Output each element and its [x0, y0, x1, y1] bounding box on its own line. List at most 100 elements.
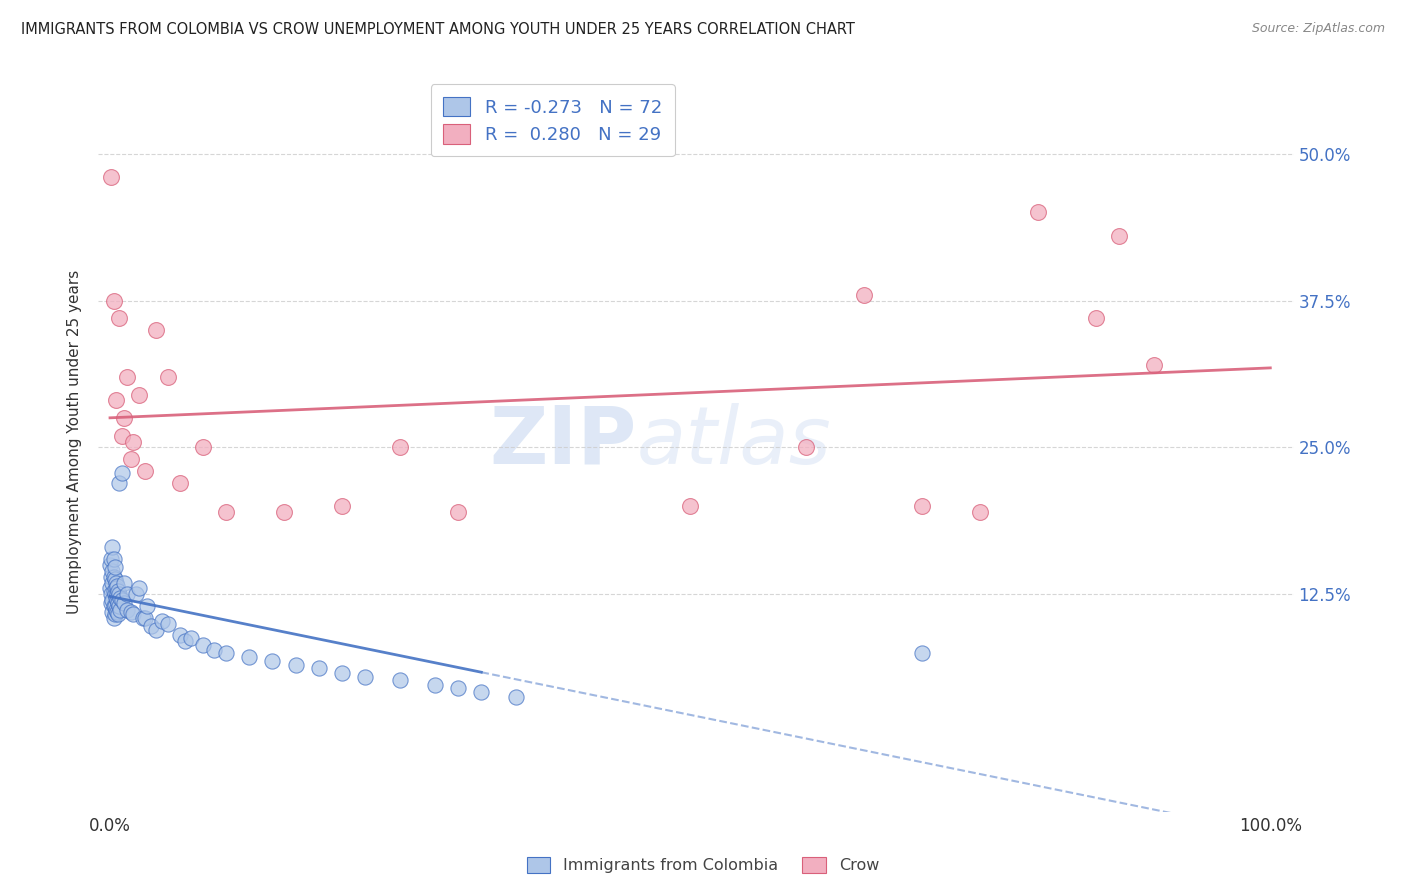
- Point: [105, 593, 128, 607]
- Point: [104, 393, 127, 408]
- Point: [157, 370, 180, 384]
- Point: [111, 428, 134, 442]
- Point: [139, 619, 162, 633]
- Y-axis label: Unemployment Among Youth under 25 years: Unemployment Among Youth under 25 years: [67, 269, 83, 614]
- Point: [447, 505, 470, 519]
- Point: [169, 628, 191, 642]
- Point: [107, 583, 129, 598]
- Point: [117, 602, 139, 616]
- Point: [262, 654, 284, 668]
- Point: [157, 616, 180, 631]
- Point: [1143, 358, 1166, 372]
- Point: [150, 615, 173, 629]
- Point: [122, 434, 145, 449]
- Point: [104, 591, 127, 605]
- Point: [100, 170, 122, 185]
- Point: [1108, 228, 1130, 243]
- Point: [108, 599, 131, 613]
- Point: [104, 587, 127, 601]
- Point: [112, 595, 135, 609]
- Point: [105, 579, 128, 593]
- Point: [112, 411, 135, 425]
- Point: [853, 287, 876, 301]
- Point: [174, 634, 197, 648]
- Point: [105, 587, 128, 601]
- Point: [134, 464, 156, 478]
- Point: [104, 602, 127, 616]
- Point: [104, 575, 127, 590]
- Point: [180, 631, 202, 645]
- Point: [111, 467, 134, 481]
- Point: [969, 505, 991, 519]
- Point: [389, 673, 412, 687]
- Point: [794, 441, 817, 455]
- Point: [215, 646, 238, 660]
- Point: [103, 583, 125, 598]
- Point: [103, 293, 125, 308]
- Point: [145, 323, 167, 337]
- Point: [108, 311, 131, 326]
- Text: IMMIGRANTS FROM COLOMBIA VS CROW UNEMPLOYMENT AMONG YOUTH UNDER 25 YEARS CORRELA: IMMIGRANTS FROM COLOMBIA VS CROW UNEMPLO…: [21, 22, 855, 37]
- Point: [308, 661, 330, 675]
- Legend: R = -0.273   N = 72, R =  0.280   N = 29: R = -0.273 N = 72, R = 0.280 N = 29: [430, 84, 675, 156]
- Point: [105, 605, 128, 619]
- Point: [273, 505, 295, 519]
- Point: [108, 587, 131, 601]
- Point: [100, 552, 122, 566]
- Point: [136, 599, 159, 613]
- Point: [238, 649, 260, 664]
- Point: [104, 560, 127, 574]
- Point: [100, 587, 122, 601]
- Point: [103, 599, 125, 613]
- Point: [101, 605, 124, 619]
- Point: [191, 441, 214, 455]
- Point: [104, 572, 127, 586]
- Point: [145, 623, 167, 637]
- Point: [117, 587, 139, 601]
- Point: [120, 452, 142, 467]
- Point: [124, 587, 146, 601]
- Point: [103, 611, 125, 625]
- Point: [110, 591, 132, 605]
- Point: [112, 575, 135, 590]
- Point: [101, 575, 124, 590]
- Point: [111, 593, 134, 607]
- Text: Source: ZipAtlas.com: Source: ZipAtlas.com: [1251, 22, 1385, 36]
- Point: [389, 441, 412, 455]
- Point: [1085, 311, 1108, 326]
- Point: [107, 607, 129, 622]
- Point: [120, 605, 142, 619]
- Point: [354, 669, 377, 683]
- Point: [330, 666, 353, 681]
- Point: [131, 611, 153, 625]
- Point: [117, 370, 139, 384]
- Point: [100, 570, 122, 584]
- Point: [108, 475, 131, 490]
- Point: [98, 582, 121, 596]
- Point: [423, 678, 446, 692]
- Point: [284, 657, 307, 672]
- Point: [98, 558, 121, 572]
- Point: [679, 499, 702, 513]
- Point: [101, 564, 124, 578]
- Text: ZIP: ZIP: [489, 402, 637, 481]
- Point: [103, 570, 125, 584]
- Point: [122, 607, 145, 622]
- Point: [134, 611, 156, 625]
- Point: [169, 475, 191, 490]
- Text: atlas: atlas: [637, 402, 831, 481]
- Point: [447, 681, 470, 696]
- Point: [101, 593, 124, 607]
- Point: [204, 642, 226, 657]
- Point: [110, 602, 132, 616]
- Point: [104, 607, 127, 622]
- Point: [470, 685, 492, 699]
- Point: [104, 582, 127, 596]
- Point: [911, 499, 934, 513]
- Point: [107, 595, 129, 609]
- Point: [104, 599, 127, 613]
- Point: [101, 541, 124, 555]
- Point: [128, 582, 150, 596]
- Legend: Immigrants from Colombia, Crow: Immigrants from Colombia, Crow: [520, 850, 886, 880]
- Point: [191, 638, 214, 652]
